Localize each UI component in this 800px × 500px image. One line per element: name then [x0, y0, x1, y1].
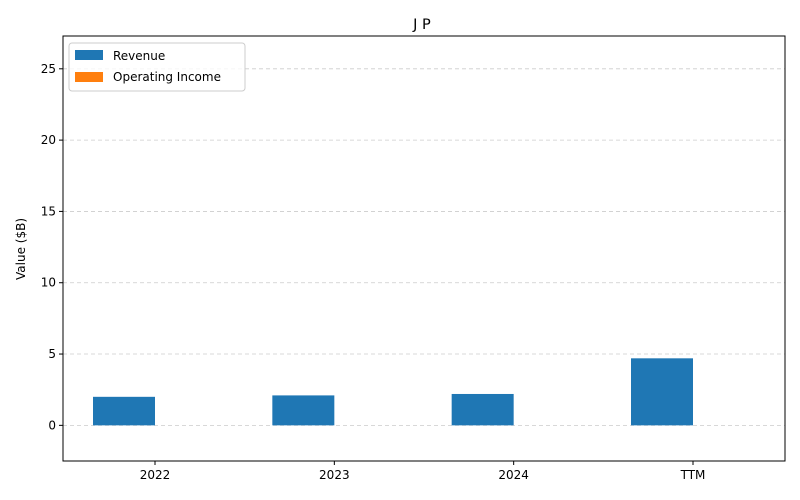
y-tick-label: 10 [41, 276, 56, 290]
axes [62, 35, 786, 462]
chart-title: J P [412, 17, 431, 33]
x-tick-label-2023: 2023 [319, 468, 350, 482]
plot-frame [62, 35, 786, 462]
y-tick-label: 5 [48, 347, 56, 361]
legend-swatch-operating-income [75, 72, 103, 82]
y-axis-label: Value ($B) [14, 218, 28, 280]
bar-revenue-2022 [93, 396, 155, 426]
bar-revenue-2024 [451, 393, 514, 426]
legend: Revenue Operating Income [68, 42, 246, 92]
legend-swatch-revenue [75, 50, 103, 60]
bar-revenue-ttm [631, 358, 693, 426]
y-tick-label: 15 [41, 204, 56, 218]
legend-label-operating-income: Operating Income [113, 70, 221, 84]
y-tick-label: 25 [41, 62, 56, 76]
legend-label-revenue: Revenue [113, 49, 165, 63]
y-tick-label: 20 [41, 133, 56, 147]
x-axis-ticks: 2022 2023 2024 TTM [140, 461, 706, 482]
bar-revenue-2023 [272, 395, 335, 426]
x-tick-label-ttm: TTM [680, 468, 706, 482]
legend-box [68, 42, 246, 92]
x-tick-label-2024: 2024 [498, 468, 529, 482]
y-axis-ticks: 0 5 10 15 20 25 [41, 62, 63, 432]
y-tick-label: 0 [48, 418, 56, 432]
bars [93, 358, 693, 426]
x-tick-label-2022: 2022 [140, 468, 171, 482]
